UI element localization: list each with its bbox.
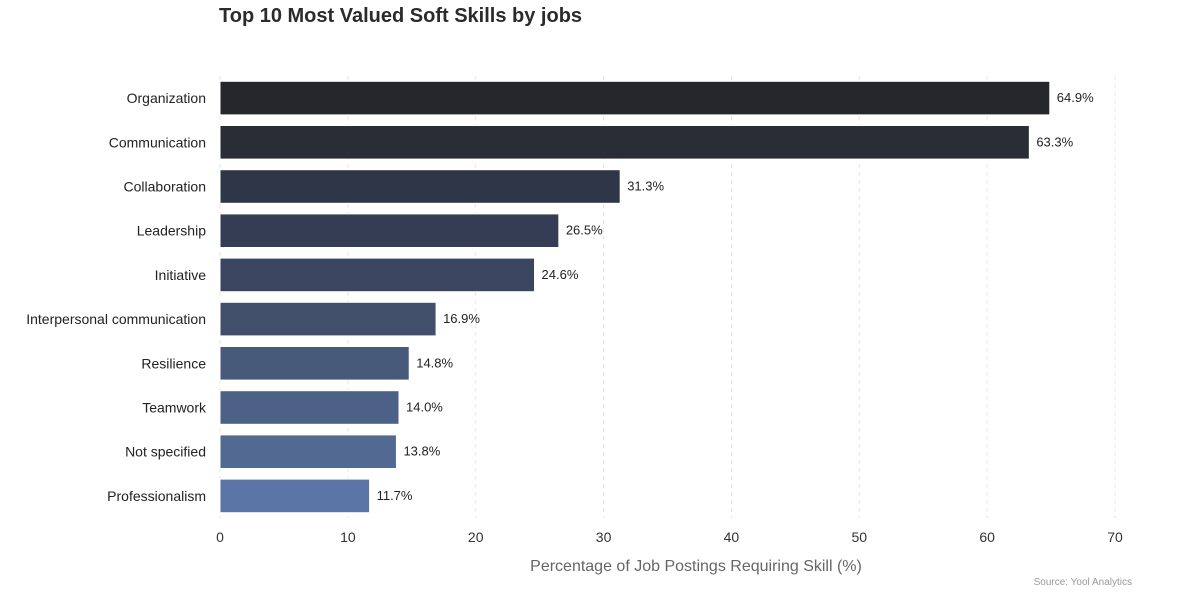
- x-tick-label-40: 40: [724, 529, 740, 545]
- category-label-3: Leadership: [137, 223, 206, 239]
- x-tick-label-20: 20: [468, 529, 484, 545]
- bars: [219, 80, 1051, 514]
- value-label-1: 63.3%: [1036, 134, 1073, 149]
- x-tick-labels: 0 10 20 30 40 50 60 70: [216, 529, 1123, 545]
- value-label-0: 64.9%: [1057, 90, 1094, 105]
- bar-8: [219, 434, 397, 469]
- chart-title: Top 10 Most Valued Soft Skills by jobs: [219, 5, 583, 27]
- value-label-2: 31.3%: [627, 179, 664, 194]
- value-label-4: 24.6%: [542, 267, 579, 282]
- bar-6: [219, 346, 410, 381]
- category-label-8: Not specified: [125, 444, 206, 460]
- x-tick-label-10: 10: [340, 529, 356, 545]
- x-tick-label-30: 30: [596, 529, 612, 545]
- category-label-1: Communication: [109, 134, 206, 150]
- bar-1: [219, 125, 1030, 160]
- x-tick-label-70: 70: [1107, 529, 1123, 545]
- value-label-3: 26.5%: [566, 223, 603, 238]
- bar-3: [219, 213, 560, 248]
- category-label-7: Teamwork: [142, 400, 207, 416]
- x-tick-label-50: 50: [851, 529, 867, 545]
- category-label-2: Collaboration: [124, 179, 207, 195]
- value-label-6: 14.8%: [416, 355, 453, 370]
- source-note: Source: Yool Analytics: [1034, 577, 1132, 588]
- value-label-8: 13.8%: [403, 444, 440, 459]
- bar-5: [219, 301, 437, 337]
- category-label-4: Initiative: [155, 267, 207, 283]
- x-axis-title: Percentage of Job Postings Requiring Ski…: [530, 558, 862, 575]
- x-tick-label-0: 0: [216, 529, 224, 545]
- value-label-7: 14.0%: [406, 400, 443, 415]
- value-label-5: 16.9%: [443, 311, 480, 326]
- category-label-0: Organization: [127, 90, 206, 106]
- value-labels: 64.9% 63.3% 31.3% 26.5% 24.6% 16.9% 14.8% 14.0%…: [377, 90, 1095, 503]
- category-label-9: Professionalism: [107, 488, 206, 504]
- bar-4: [219, 257, 536, 293]
- bar-9: [219, 478, 371, 514]
- x-tick-label-60: 60: [979, 529, 995, 545]
- bar-7: [219, 390, 400, 425]
- bar-0: [219, 80, 1051, 116]
- category-labels: Organization Communication Collaboration Le…: [26, 90, 207, 504]
- category-label-6: Resilience: [141, 355, 206, 371]
- category-label-5: Interpersonal communication: [26, 311, 206, 327]
- bar-2: [219, 169, 621, 204]
- value-label-9: 11.7%: [377, 488, 413, 503]
